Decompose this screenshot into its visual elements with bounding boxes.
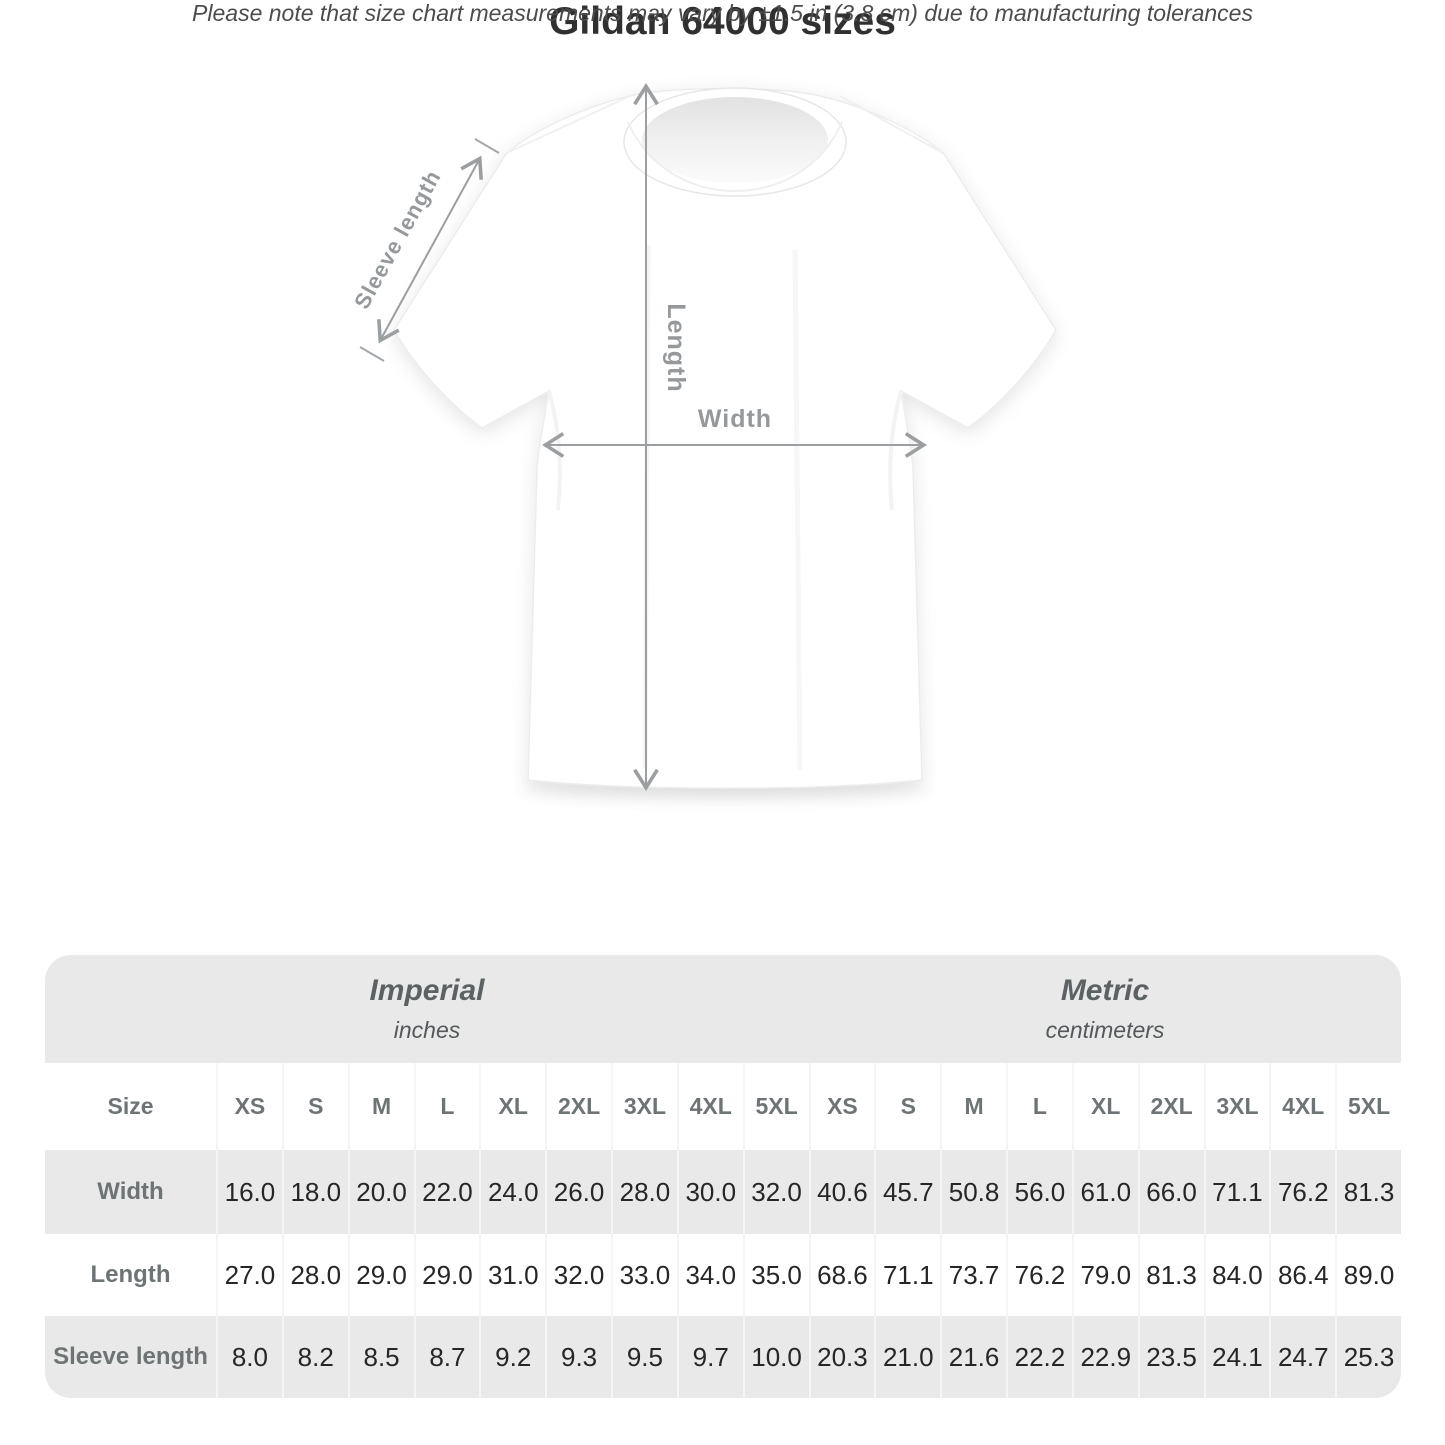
measurement-cell: 24.1 xyxy=(1203,1316,1270,1398)
size-column-header: L xyxy=(1006,1063,1072,1150)
measurement-cell: 35.0 xyxy=(742,1234,809,1316)
page-title: Gildan 64000 sizes xyxy=(549,0,896,43)
table-row-sleeve-length: Sleeve length 8.0 8.2 8.5 8.7 9.2 9.3 9.5 9.7 10.… xyxy=(45,1316,1401,1398)
measurement-cell: 76.2 xyxy=(1006,1234,1072,1316)
measurement-cell: 8.7 xyxy=(413,1316,480,1398)
measurement-cell: 9.3 xyxy=(545,1316,611,1398)
measurement-cell: 9.7 xyxy=(676,1316,743,1398)
measurement-cell: 50.8 xyxy=(940,1150,1006,1234)
measurement-cell: 25.3 xyxy=(1335,1316,1401,1398)
measurement-cell: 24.7 xyxy=(1269,1316,1335,1398)
measurement-cell: 9.2 xyxy=(479,1316,545,1398)
row-label: Size xyxy=(107,1093,154,1119)
table-header-row: Size XS S M L XL 2XL 3XL 4XL 5XL XS S M L XL 2XL 3XL 4XL 5… xyxy=(45,1063,1401,1150)
imperial-unit: inches xyxy=(393,1017,461,1043)
size-column-header: S xyxy=(281,1063,348,1150)
size-column-header: XS xyxy=(808,1063,875,1150)
metric-unit: centimeters xyxy=(1045,1017,1165,1043)
table-row-length: Length 27.0 28.0 29.0 29.0 31.0 32.0 33.0 34.0 35… xyxy=(45,1234,1401,1316)
measurement-cell: 16.0 xyxy=(216,1150,282,1234)
measurement-cell: 31.0 xyxy=(479,1234,545,1316)
measurement-cell: 22.2 xyxy=(1006,1316,1072,1398)
size-table: Imperial inches Metric centimeters Size X… xyxy=(45,955,1401,1398)
size-column-header: 3XL xyxy=(1203,1063,1270,1150)
size-column-header: 2XL xyxy=(545,1063,611,1150)
measurement-cell: 86.4 xyxy=(1269,1234,1335,1316)
size-column-header: M xyxy=(347,1063,414,1150)
measurement-cell: 30.0 xyxy=(676,1150,743,1234)
measurement-cell: 34.0 xyxy=(676,1234,743,1316)
size-column-header: 4XL xyxy=(676,1063,743,1150)
measurement-cell: 89.0 xyxy=(1335,1234,1401,1316)
size-column-header: XS xyxy=(216,1063,282,1150)
measurement-cell: 81.3 xyxy=(1335,1150,1401,1234)
measurement-cell: 21.0 xyxy=(874,1316,940,1398)
measurement-cell: 22.9 xyxy=(1071,1316,1138,1398)
metric-label: Metric xyxy=(1060,974,1150,1007)
measurement-cell: 73.7 xyxy=(940,1234,1006,1316)
measurement-cell: 8.2 xyxy=(281,1316,348,1398)
measurement-cell: 22.0 xyxy=(413,1150,480,1234)
measurement-cell: 27.0 xyxy=(216,1234,282,1316)
row-label: Length xyxy=(90,1261,171,1288)
tshirt-graphic xyxy=(393,87,1057,789)
measurement-cell: 71.1 xyxy=(1203,1150,1270,1234)
size-column-header: S xyxy=(874,1063,940,1150)
length-label: Length xyxy=(662,303,690,392)
size-column-header: 3XL xyxy=(611,1063,677,1150)
measurement-cell: 66.0 xyxy=(1137,1150,1204,1234)
measurement-cell: 32.0 xyxy=(545,1234,611,1316)
size-column-header: 2XL xyxy=(1137,1063,1204,1150)
size-table-grid: Size XS S M L XL 2XL 3XL 4XL 5XL XS S M L XL 2XL 3XL 4XL 5… xyxy=(45,1063,1401,1398)
measurement-cell: 76.2 xyxy=(1269,1150,1335,1234)
width-label: Width xyxy=(698,405,772,433)
measurement-cell: 32.0 xyxy=(742,1150,809,1234)
measurement-cell: 28.0 xyxy=(611,1150,677,1234)
size-column-header: XL xyxy=(1071,1063,1138,1150)
measurement-cell: 24.0 xyxy=(479,1150,545,1234)
measurement-cell: 20.0 xyxy=(347,1150,414,1234)
measurement-cell: 29.0 xyxy=(413,1234,480,1316)
measurement-cell: 23.5 xyxy=(1137,1316,1204,1398)
size-column-header: M xyxy=(940,1063,1006,1150)
measurement-cell: 29.0 xyxy=(347,1234,414,1316)
measurement-cell: 21.6 xyxy=(940,1316,1006,1398)
measurement-cell: 26.0 xyxy=(545,1150,611,1234)
measurement-cell: 71.1 xyxy=(874,1234,940,1316)
measurement-cell: 18.0 xyxy=(281,1150,348,1234)
imperial-label: Imperial xyxy=(369,974,485,1007)
size-column-header: L xyxy=(413,1063,480,1150)
measurement-cell: 61.0 xyxy=(1071,1150,1138,1234)
metric-section-header: Metric centimeters xyxy=(809,955,1401,1063)
measurement-cell: 8.5 xyxy=(347,1316,414,1398)
row-label: Width xyxy=(97,1178,164,1205)
size-column-header: XL xyxy=(479,1063,545,1150)
measurement-cell: 8.0 xyxy=(216,1316,282,1398)
unit-header-band: Imperial inches Metric centimeters xyxy=(45,955,1401,1063)
measurement-cell: 28.0 xyxy=(281,1234,348,1316)
size-column-header: 5XL xyxy=(1335,1063,1401,1150)
measurement-cell: 56.0 xyxy=(1006,1150,1072,1234)
measurement-cell: 84.0 xyxy=(1203,1234,1270,1316)
tolerance-note: Please note that size chart measurements… xyxy=(192,0,1253,26)
tshirt-diagram: Length Width Sleeve length xyxy=(349,0,1057,799)
size-column-header: 5XL xyxy=(742,1063,809,1150)
measurement-cell: 79.0 xyxy=(1071,1234,1138,1316)
measurement-cell: 9.5 xyxy=(611,1316,677,1398)
measurement-cell: 10.0 xyxy=(742,1316,809,1398)
table-row-width: Width 16.0 18.0 20.0 22.0 24.0 26.0 28.0 30.0 32.… xyxy=(45,1150,1401,1234)
measurement-cell: 45.7 xyxy=(874,1150,940,1234)
measurement-cell: 40.6 xyxy=(808,1150,875,1234)
row-label: Sleeve length xyxy=(53,1343,208,1370)
measurement-cell: 81.3 xyxy=(1137,1234,1204,1316)
size-column-header: 4XL xyxy=(1269,1063,1335,1150)
measurement-cell: 33.0 xyxy=(611,1234,677,1316)
imperial-section-header: Imperial inches xyxy=(45,955,809,1063)
measurement-cell: 20.3 xyxy=(808,1316,875,1398)
width-dimension: Width xyxy=(547,405,922,445)
measurement-cell: 68.6 xyxy=(808,1234,875,1316)
